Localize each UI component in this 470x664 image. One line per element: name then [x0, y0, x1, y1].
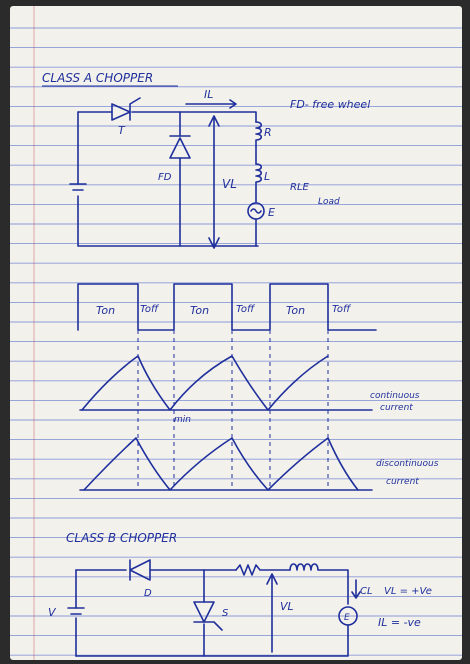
current-arrow: [185, 99, 237, 109]
heading-class-b: CLASS B CHOPPER: [66, 531, 177, 545]
heading-class-a: CLASS A CHOPPER: [42, 71, 153, 85]
cl-label: CL: [360, 586, 373, 597]
resistor-symbol: [255, 121, 263, 165]
note-load-1: RLE: [290, 182, 310, 193]
ton-label-3: Ton: [286, 304, 305, 317]
note-vl: VL = +Ve: [384, 586, 432, 597]
voltage-label: VL: [222, 177, 237, 191]
inductor-b-symbol: [289, 563, 349, 605]
discontinuous-current-curve: [83, 437, 359, 491]
current-label: IL: [204, 88, 213, 101]
thyristor-label: T: [118, 124, 126, 137]
circuit-class-a: T IL FD VL R L E FD- free wheel RLE Load: [69, 88, 370, 249]
thyristor-s-label: S: [222, 608, 229, 619]
battery-b-symbol: [67, 607, 85, 615]
diode-label: FD: [158, 172, 172, 183]
vl-label-b: VL: [280, 600, 294, 613]
discontinuous-label-1: discontinuous: [376, 459, 439, 469]
inductor-symbol: [255, 163, 263, 203]
ton-label-2: Ton: [190, 304, 209, 317]
notebook-page: [10, 6, 462, 660]
min-label: min: [174, 415, 191, 425]
discontinuous-label-2: current: [386, 477, 419, 487]
voltage-arrow: [208, 115, 220, 249]
toff-label-2: Toff: [236, 304, 256, 315]
continuous-label-2: current: [380, 403, 413, 413]
battery-symbol: [69, 183, 87, 191]
waveform-diagram: Ton Ton Ton Toff Toff Toff min continuou…: [77, 283, 439, 491]
vl-arrow-b: [266, 573, 278, 653]
circuit-class-b: D V S VL E CL VL = +Ve IL = -ve: [48, 559, 432, 657]
resistor-label: R: [264, 126, 272, 139]
resistor-b-symbol: [235, 564, 291, 576]
continuous-label-1: continuous: [370, 391, 420, 401]
inductor-label: L: [264, 170, 270, 183]
note-load-2: Load: [318, 197, 340, 207]
thyristor-s-symbol: [193, 601, 223, 631]
emf-b-label: E: [344, 613, 350, 623]
toff-label-3: Toff: [332, 304, 352, 315]
diode-b-label: D: [144, 588, 152, 599]
ton-label-1: Ton: [96, 304, 115, 317]
note-freewheel: FD- free wheel: [290, 98, 370, 111]
thyristor-symbol: [111, 103, 131, 121]
emf-label: E: [268, 206, 275, 219]
continuous-current-curve: [81, 355, 329, 411]
toff-label-1: Toff: [140, 304, 160, 315]
freewheel-diode-symbol: [169, 135, 191, 159]
note-il: IL = -ve: [378, 616, 421, 629]
voltage-pulse-train: [77, 283, 377, 331]
v-label: V: [48, 606, 57, 619]
diode-b-symbol: [129, 559, 151, 581]
